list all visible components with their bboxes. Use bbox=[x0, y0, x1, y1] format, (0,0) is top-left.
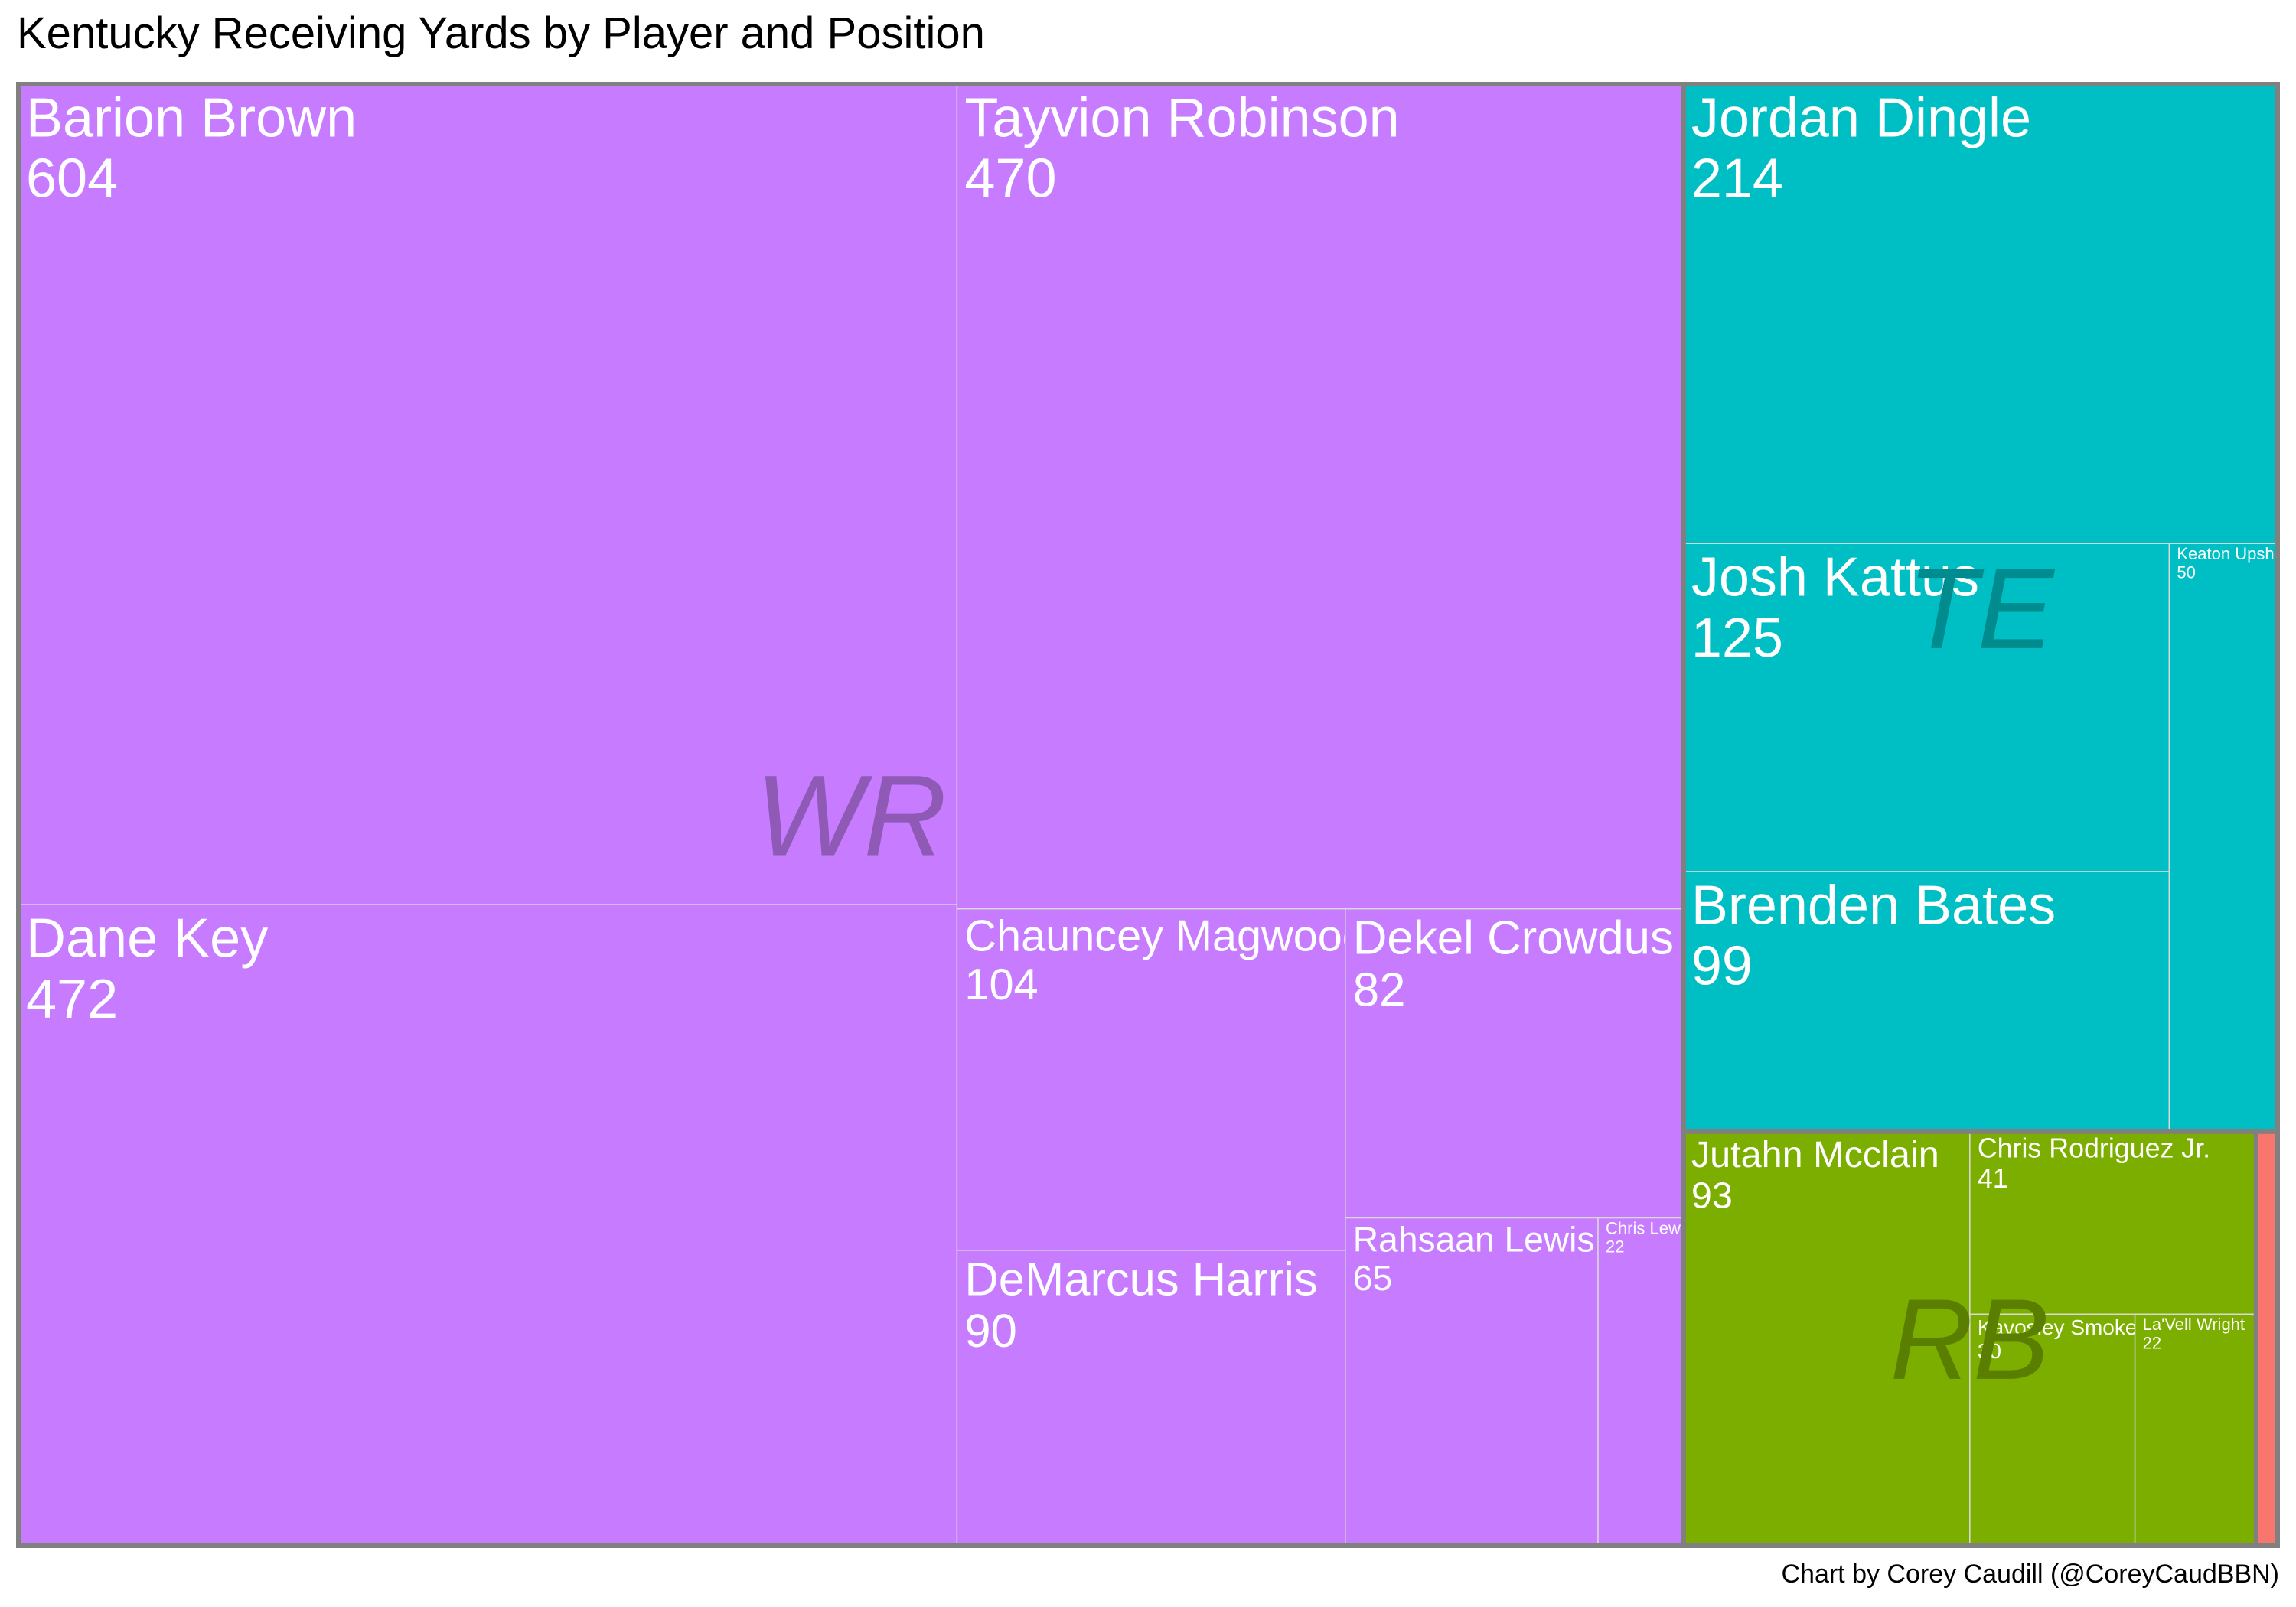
tile-label-chris-lewis: Chris Lewis bbox=[1606, 1218, 1693, 1237]
tile-label-jordan-dingle: Jordan Dingle bbox=[1691, 87, 2031, 148]
tile-value-dane-key: 472 bbox=[26, 969, 118, 1030]
tile-kavosiey-smoke bbox=[1969, 1313, 2136, 1547]
tile-label-jutahn-mcclain: Jutahn Mcclain bbox=[1691, 1134, 1939, 1175]
tile-demarcus-harris bbox=[956, 1250, 1346, 1547]
tile-value-barion-brown: 604 bbox=[26, 148, 118, 210]
tile-chris-rodriguez-jr bbox=[1969, 1130, 2257, 1315]
tile-label-tayvion-robinson: Tayvion Robinson bbox=[964, 87, 1399, 148]
chart-title: Kentucky Receiving Yards by Player and P… bbox=[17, 8, 985, 58]
tile-jordan-dingle bbox=[1683, 83, 2278, 544]
tile-dekel-crowdus bbox=[1345, 908, 1684, 1219]
tile-value-rahsaan-lewis: 65 bbox=[1353, 1258, 1392, 1298]
chart-credit: Chart by Corey Caudill (@CoreyCaudBBN) bbox=[1781, 1560, 2279, 1589]
tile-chris-lewis bbox=[1597, 1217, 1684, 1547]
tile-dane-key bbox=[18, 904, 958, 1547]
plot-frame bbox=[16, 82, 2280, 1548]
tile-value-brenden-bates: 99 bbox=[1691, 936, 1753, 997]
tile-value-demarcus-harris: 90 bbox=[964, 1305, 1016, 1358]
tile-value-la-vell-wright: 22 bbox=[2143, 1333, 2161, 1352]
tile-tayvion-robinson bbox=[956, 83, 1684, 910]
tile-brenden-bates bbox=[1683, 871, 2170, 1133]
tile-value-jordan-dingle: 214 bbox=[1691, 148, 1783, 210]
tile-value-dekel-crowdus: 82 bbox=[1353, 963, 1406, 1016]
tile-label-la-vell-wright: La'Vell Wright bbox=[2143, 1315, 2245, 1334]
tile-value-chauncey-magwood: 104 bbox=[964, 960, 1038, 1009]
group-label-wr: WR bbox=[755, 751, 947, 880]
tile-label-brenden-bates: Brenden Bates bbox=[1691, 875, 2056, 936]
tile-label-demarcus-harris: DeMarcus Harris bbox=[964, 1253, 1317, 1305]
tile-qb-0 bbox=[2255, 1130, 2278, 1547]
tile-value-keaton-upshaw: 50 bbox=[2177, 562, 2195, 582]
tile-label-kavosiey-smoke: Kavosiey Smoke bbox=[1978, 1315, 2138, 1339]
tile-keaton-upshaw bbox=[2168, 543, 2278, 1133]
tile-value-kavosiey-smoke: 30 bbox=[1978, 1339, 2001, 1363]
group-label-te: TE bbox=[1907, 544, 2056, 673]
tile-la-vell-wright bbox=[2134, 1313, 2257, 1547]
tile-value-chris-rodriguez-jr: 41 bbox=[1978, 1163, 2008, 1194]
tile-label-dane-key: Dane Key bbox=[26, 908, 268, 970]
tile-label-barion-brown: Barion Brown bbox=[26, 87, 357, 148]
tile-value-jutahn-mcclain: 93 bbox=[1691, 1175, 1733, 1216]
tile-value-josh-kattus: 125 bbox=[1691, 608, 1783, 669]
tile-josh-kattus bbox=[1683, 543, 2170, 872]
tile-label-dekel-crowdus: Dekel Crowdus bbox=[1353, 911, 1674, 964]
tile-label-rahsaan-lewis: Rahsaan Lewis bbox=[1353, 1219, 1595, 1259]
tile-value-tayvion-robinson: 470 bbox=[964, 148, 1056, 210]
tile-barion-brown bbox=[18, 83, 958, 905]
group-label-rb: RB bbox=[1890, 1275, 2050, 1403]
tile-label-chauncey-magwood: Chauncey Magwood bbox=[964, 911, 1367, 960]
tile-value-chris-lewis: 22 bbox=[1606, 1237, 1624, 1257]
tile-label-chris-rodriguez-jr: Chris Rodriguez Jr. bbox=[1978, 1133, 2210, 1164]
tile-chauncey-magwood bbox=[956, 908, 1346, 1251]
tile-label-josh-kattus: Josh Kattus bbox=[1691, 547, 1979, 608]
